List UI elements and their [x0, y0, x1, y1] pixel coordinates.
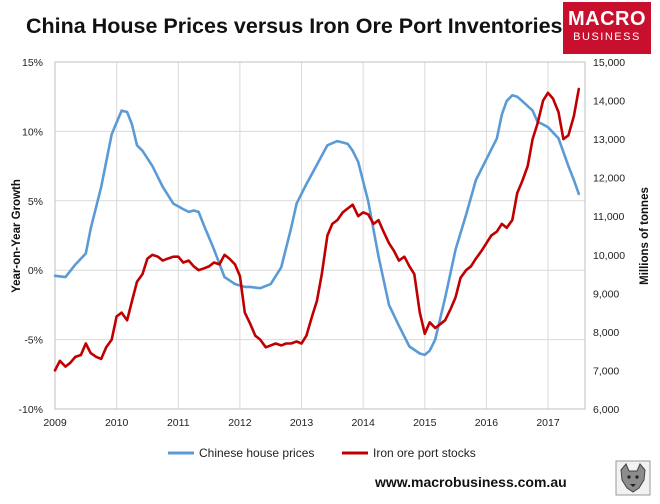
y-left-tick-label: 15% — [22, 57, 43, 69]
y-right-tick-label: 15,000 — [593, 57, 625, 69]
x-tick-label: 2013 — [290, 417, 314, 429]
y-left-tick-label: -10% — [18, 404, 43, 416]
series-line-iron-ore-stocks — [53, 87, 581, 372]
y-right-axis-label: Millions of tonnes — [639, 187, 651, 285]
y-right-tick-label: 13,000 — [593, 134, 625, 146]
x-tick-label: 2016 — [475, 417, 499, 429]
wolf-icon — [615, 460, 651, 496]
x-axis-ticks: 2009 2010 2011 2012 2013 2014 2015 2016 2017 — [43, 417, 560, 429]
legend: Chinese house prices Iron ore port stock… — [168, 446, 476, 460]
y-right-tick-label: 10,000 — [593, 250, 625, 262]
legend-label-ore: Iron ore port stocks — [373, 446, 476, 460]
y-right-tick-label: 6,000 — [593, 404, 619, 416]
legend-label-house: Chinese house prices — [199, 446, 314, 460]
x-tick-label: 2010 — [105, 417, 129, 429]
macrobusiness-logo: MACRO BUSINESS — [563, 2, 651, 54]
y-right-tick-label: 7,000 — [593, 365, 619, 377]
gridlines — [54, 61, 585, 410]
logo-line1: MACRO — [567, 8, 647, 30]
y-right-tick-label: 12,000 — [593, 173, 625, 185]
chart-title: China House Prices versus Iron Ore Port … — [26, 14, 563, 38]
x-tick-label: 2009 — [43, 417, 67, 429]
x-tick-label: 2011 — [167, 417, 190, 429]
y-left-axis-label: Year-on-Year Growth — [11, 179, 23, 293]
x-tick-label: 2015 — [413, 417, 437, 429]
y-right-tick-label: 14,000 — [593, 96, 625, 108]
y-right-tick-label: 11,000 — [593, 211, 624, 223]
footer-url: www.macrobusiness.com.au — [375, 474, 567, 490]
y-left-tick-label: 0% — [28, 265, 43, 277]
x-tick-label: 2017 — [536, 417, 560, 429]
plot-border — [54, 61, 586, 410]
y-right-axis-ticks: 6,000 7,000 8,000 9,000 10,000 11,000 12,000 13… — [593, 57, 625, 416]
y-left-tick-label: 10% — [22, 126, 43, 138]
x-tick-label: 2014 — [351, 417, 375, 429]
logo-line2: BUSINESS — [573, 31, 641, 43]
series-lines — [53, 87, 581, 372]
series-line-house-prices — [53, 94, 581, 357]
y-right-tick-label: 8,000 — [593, 327, 619, 339]
y-left-tick-label: -5% — [24, 335, 43, 347]
x-tick-label: 2012 — [228, 417, 252, 429]
y-left-axis-ticks: -10% -5% 0% 5% 10% 15% — [18, 57, 43, 416]
y-left-tick-label: 5% — [28, 196, 43, 208]
y-right-tick-label: 9,000 — [593, 288, 619, 300]
